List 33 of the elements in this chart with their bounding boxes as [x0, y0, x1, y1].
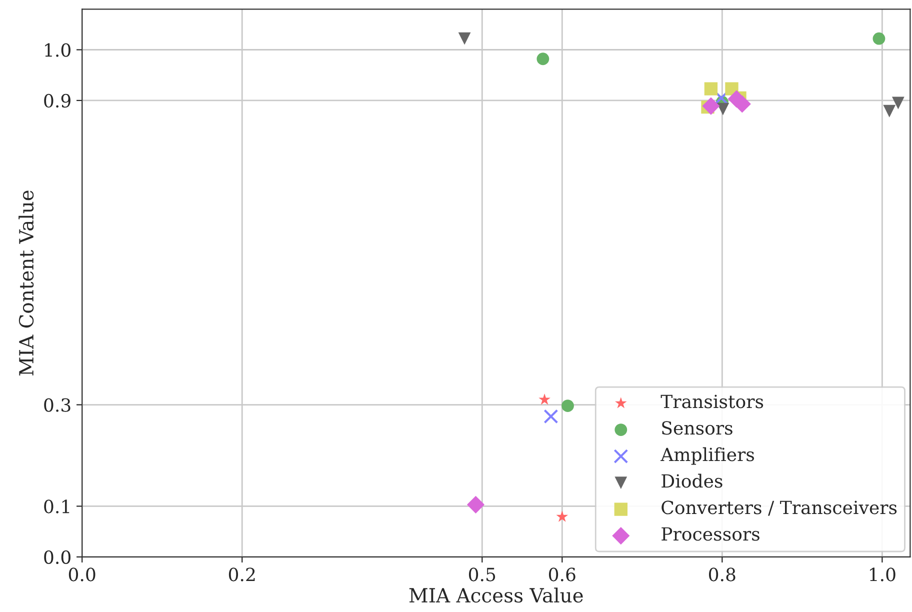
y-tick-label: 0.9: [44, 94, 70, 108]
x-tick-label: 0.2: [228, 568, 255, 582]
point: [556, 510, 568, 522]
y-axis-title: MIA Content Value: [18, 190, 34, 376]
x-tick-label: 0.8: [708, 568, 736, 582]
point: [704, 82, 718, 96]
legend-label: Amplifiers: [660, 447, 754, 465]
legend-label: Converters / Transceivers: [662, 500, 897, 516]
point: [872, 32, 886, 45]
x-tick-label: 0.6: [548, 568, 576, 582]
x-tick-label: 0.5: [468, 568, 496, 582]
point: [702, 97, 720, 115]
point: [714, 90, 729, 106]
point: [883, 104, 896, 118]
point: [562, 400, 574, 412]
x-tick-label: 1.0: [870, 568, 896, 582]
legend-label: Processors: [662, 527, 760, 541]
point: [892, 96, 904, 110]
y-tick-label: 0.1: [44, 500, 70, 514]
legend-label: Transistors: [660, 394, 764, 408]
x-axis-title: MIA Access Value: [409, 588, 583, 603]
point: [536, 52, 550, 66]
point: [458, 32, 471, 45]
x-tick-label: 0.0: [68, 568, 96, 582]
point: [716, 102, 730, 116]
point: [544, 409, 558, 424]
legend-label: Sensors: [662, 421, 732, 435]
y-tick-label: 1.0: [45, 43, 70, 57]
point: [538, 393, 550, 405]
point: [466, 496, 485, 514]
y-tick-label: 0.3: [44, 398, 70, 412]
legend-label: Diodes: [662, 474, 722, 488]
y-tick-label: 0.0: [44, 550, 70, 564]
